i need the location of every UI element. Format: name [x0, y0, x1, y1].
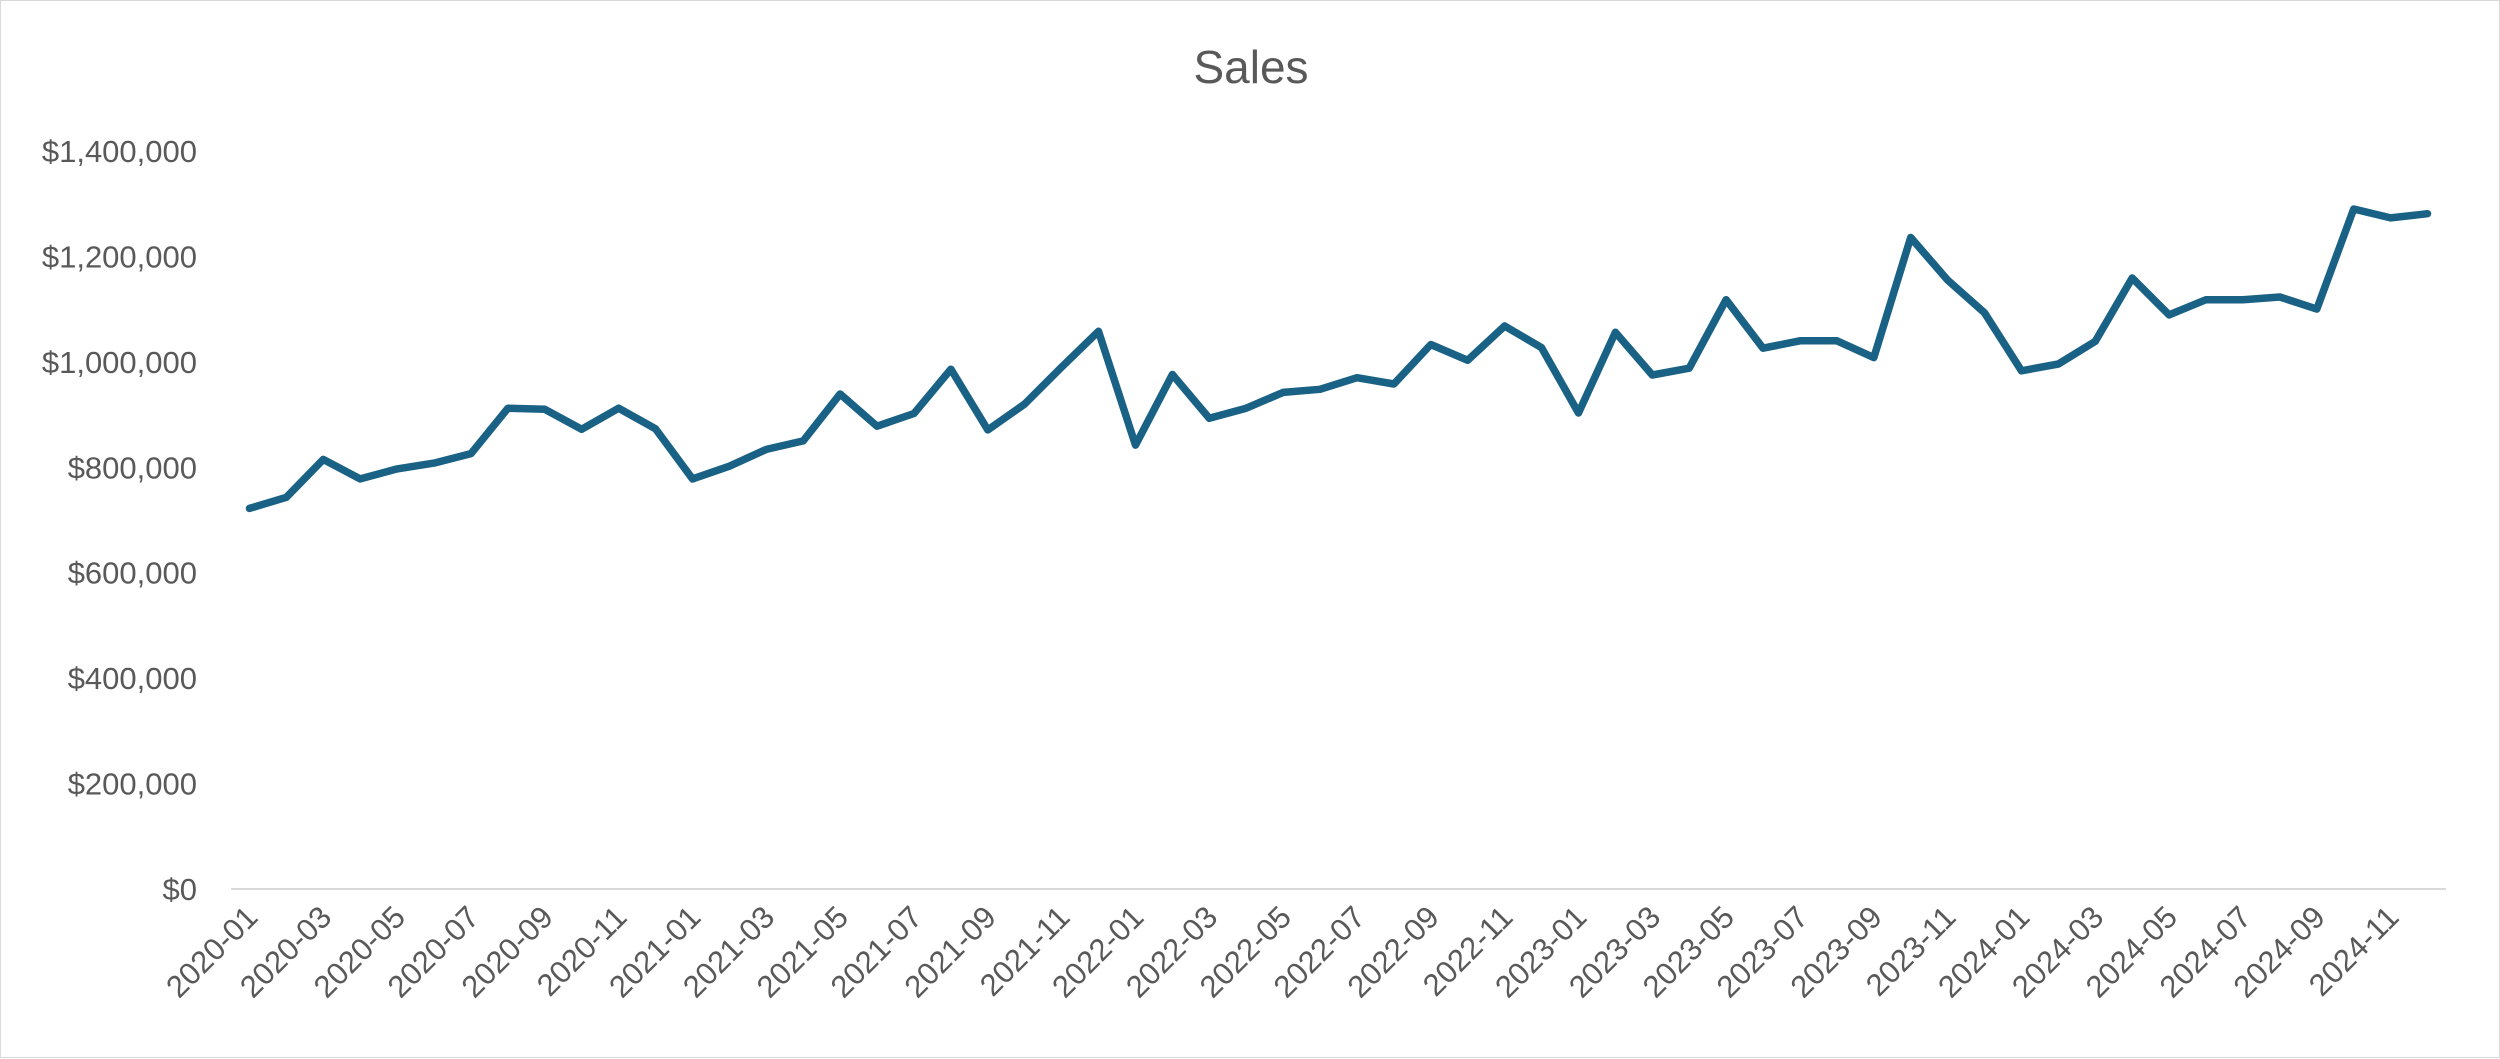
- data-point: [432, 461, 436, 466]
- data-point: [1133, 443, 1138, 448]
- y-tick-label: $800,000: [68, 450, 197, 485]
- data-point: [2093, 339, 2098, 344]
- data-point: [1391, 382, 1396, 386]
- data-point: [1871, 355, 1876, 360]
- y-tick-label: $400,000: [68, 661, 197, 696]
- data-point: [2351, 207, 2356, 211]
- data-point: [1798, 338, 1802, 343]
- data-point: [727, 464, 732, 469]
- data-point: [2204, 297, 2208, 302]
- data-point: [2167, 312, 2172, 317]
- y-tick-label: $1,000,000: [42, 345, 197, 380]
- series-group: [245, 205, 2432, 513]
- data-point: [690, 476, 695, 481]
- data-point: [838, 392, 843, 396]
- y-tick-label: $0: [163, 872, 197, 907]
- data-point: [1502, 324, 1507, 328]
- data-point: [1059, 365, 1064, 370]
- sales-series-line: [245, 205, 2432, 513]
- data-point: [2277, 295, 2282, 299]
- data-point: [469, 451, 473, 456]
- data-point: [1355, 375, 1359, 380]
- data-point: [875, 424, 879, 429]
- data-point: [1724, 297, 1729, 302]
- data-point: [395, 466, 400, 471]
- data-point: [284, 495, 289, 500]
- data-point: [1613, 330, 1618, 335]
- data-point: [1428, 342, 1433, 347]
- y-tick-label: $1,200,000: [42, 239, 197, 274]
- data-point: [579, 427, 584, 432]
- data-point: [2019, 368, 2024, 373]
- data-point: [1096, 329, 1101, 334]
- data-point: [948, 367, 953, 372]
- data-point: [1318, 387, 1322, 392]
- data-point: [321, 457, 326, 462]
- y-tick-label: $200,000: [68, 767, 197, 802]
- data-point: [2425, 211, 2430, 216]
- data-point: [1170, 372, 1175, 377]
- data-point: [2241, 297, 2245, 302]
- y-tick-label: $600,000: [68, 556, 197, 591]
- data-point: [2314, 307, 2319, 312]
- data-point: [505, 406, 510, 411]
- data-point: [1945, 278, 1950, 283]
- data-point: [616, 406, 621, 411]
- data-point: [653, 426, 658, 431]
- data-point: [1834, 338, 1839, 343]
- data-point: [542, 407, 547, 412]
- data-point: [764, 447, 769, 452]
- data-point: [247, 506, 252, 511]
- data-point: [801, 438, 806, 443]
- data-point: [1244, 406, 1249, 411]
- data-point: [358, 476, 363, 481]
- data-point: [1022, 402, 1027, 406]
- y-axis-labels: $0 $200,000 $400,000 $600,000 $800,000 $1,000…: [42, 134, 197, 907]
- data-point: [1207, 416, 1212, 421]
- data-point: [2388, 215, 2393, 220]
- data-point: [1982, 310, 1987, 315]
- data-point: [2056, 362, 2061, 366]
- data-point: [1465, 358, 1470, 363]
- chart-title: Sales: [1193, 41, 1308, 93]
- x-axis-labels: 2020-012020-032020-052020-072020-092020-…: [159, 899, 2405, 1004]
- data-point: [1650, 373, 1655, 377]
- data-point: [1281, 390, 1286, 395]
- data-point: [1761, 346, 1765, 351]
- data-point: [1908, 235, 1913, 240]
- data-point: [912, 411, 916, 416]
- data-point: [985, 427, 990, 432]
- data-point: [1687, 366, 1692, 371]
- data-point: [1539, 345, 1544, 350]
- data-point: [2130, 276, 2135, 280]
- data-point: [1576, 411, 1581, 415]
- y-tick-label: $1,400,000: [42, 134, 197, 169]
